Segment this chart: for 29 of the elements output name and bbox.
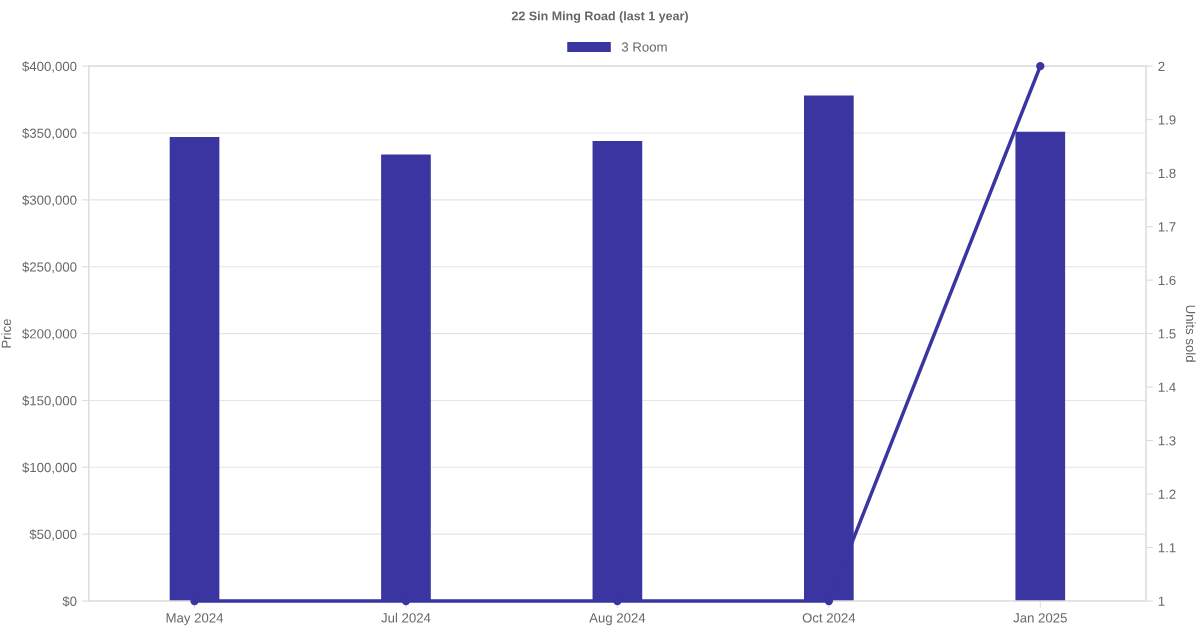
y2-axis-title: Units sold — [1185, 305, 1196, 362]
x-tick-label: Jan 2025 — [1013, 613, 1067, 623]
y-tick-label: $150,000 — [22, 395, 77, 407]
x-tick-label: Oct 2024 — [802, 613, 856, 623]
y2-tick-label: 1.8 — [1158, 168, 1176, 179]
x-tick-label: May 2024 — [166, 613, 224, 626]
y-tick-label: $350,000 — [22, 128, 77, 140]
y2-tick-label: 1 — [1158, 596, 1165, 606]
y2-tick-label: 1.3 — [1158, 436, 1176, 446]
y-tick-label: $400,000 — [22, 61, 77, 73]
y2-tick-label: 2 — [1158, 61, 1165, 71]
y2-tick-label: 1.9 — [1158, 115, 1176, 125]
y-tick-label: $100,000 — [22, 462, 77, 474]
y-axis-title: Price — [1, 319, 12, 348]
chart-title: 22 Sin Ming Road (last 1 year) — [511, 11, 688, 23]
y2-tick-label: 1.7 — [1158, 222, 1176, 232]
y-tick-label: $250,000 — [22, 261, 77, 274]
y2-tick-label: 1.1 — [1158, 543, 1176, 553]
y2-tick-label: 1.4 — [1158, 382, 1176, 392]
y2-tick-label: 1.5 — [1158, 329, 1176, 339]
x-tick-label: Aug 2024 — [589, 613, 646, 626]
x-tick-label: Jul 2024 — [381, 612, 431, 623]
y-tick-label: $200,000 — [22, 328, 77, 341]
legend-label: 3 Room — [621, 42, 667, 52]
y2-tick-label: 1.6 — [1158, 275, 1176, 286]
y-tick-label: $50,000 — [29, 529, 77, 541]
y-tick-label: $0 — [62, 596, 77, 607]
y-tick-label: $300,000 — [22, 194, 77, 207]
y2-tick-label: 1.2 — [1158, 489, 1176, 499]
